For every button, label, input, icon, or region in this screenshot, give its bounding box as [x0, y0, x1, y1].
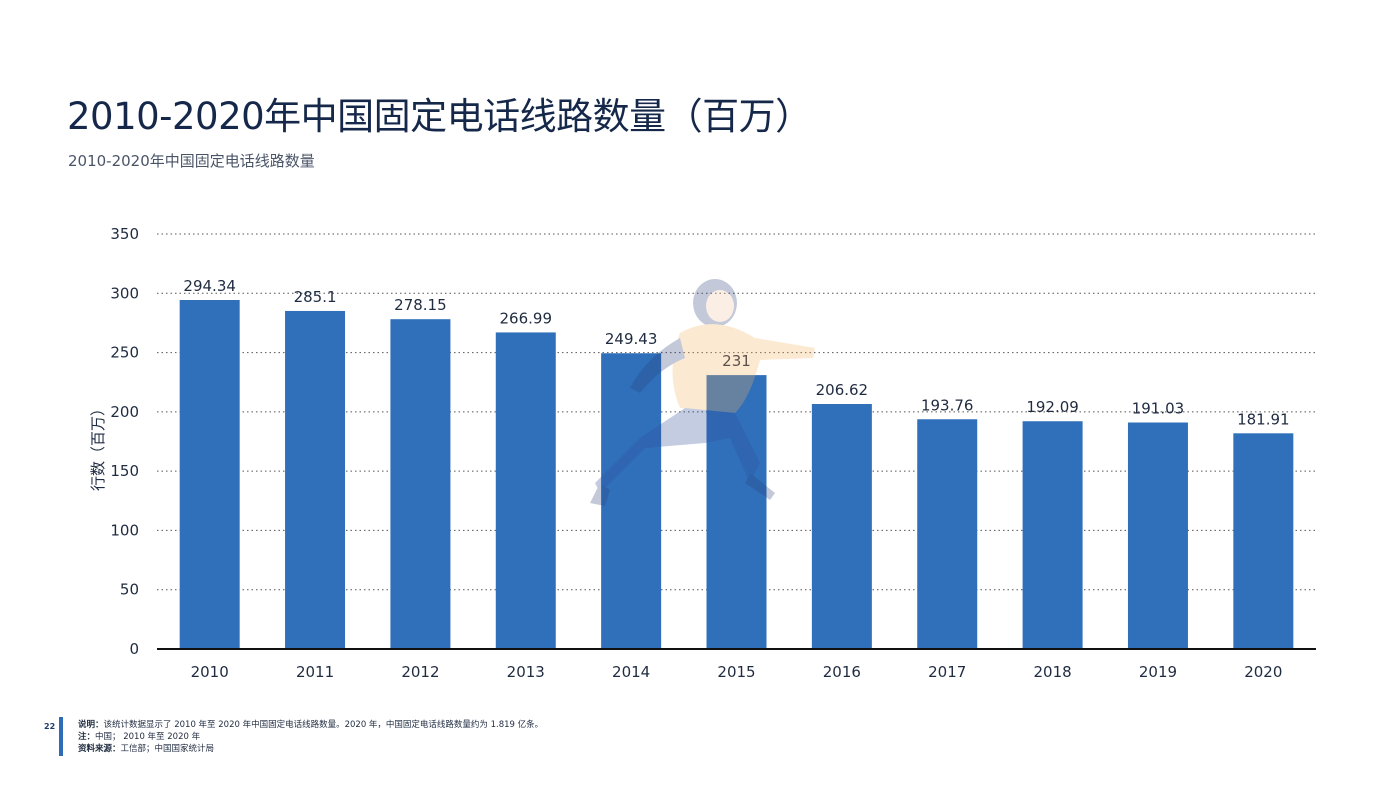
bar [390, 319, 451, 649]
page-subtitle: 2010-2020年中国固定电话线路数量 [68, 152, 315, 170]
x-tick-label: 2015 [717, 663, 755, 681]
y-tick-label: 0 [129, 640, 139, 658]
y-tick-label: 250 [110, 344, 139, 362]
source-text: 工信部；中国国家统计局 [120, 744, 215, 754]
y-tick-label: 100 [110, 521, 139, 539]
x-tick-label: 2011 [296, 663, 334, 681]
footer-description: 说明：该统计数据显示了 2010 年至 2020 年中国固定电话线路数量。202… [78, 719, 543, 731]
y-tick-label: 300 [110, 284, 139, 302]
bar [811, 404, 872, 649]
x-tick-label: 2012 [401, 663, 439, 681]
data-label: 285.1 [294, 288, 337, 306]
y-tick-label: 50 [120, 581, 139, 599]
footer-accent-bar [59, 717, 63, 756]
x-tick-label: 2014 [612, 663, 650, 681]
description-label: 说明： [78, 720, 104, 730]
footer: 22 说明：该统计数据显示了 2010 年至 2020 年中国固定电话线路数量。… [0, 714, 1400, 764]
y-tick-label: 150 [110, 462, 139, 480]
footer-source: 资料来源：工信部；中国国家统计局 [78, 743, 543, 755]
x-tick-label: 2018 [1033, 663, 1071, 681]
y-axis-label: 行数（百万） [89, 401, 107, 491]
x-tick-label: 2016 [823, 663, 861, 681]
data-label: 193.76 [921, 396, 974, 414]
bar [1127, 422, 1188, 649]
data-label: 192.09 [1026, 398, 1079, 416]
page-title: 2010-2020年中国固定电话线路数量（百万） [67, 95, 812, 138]
data-label: 266.99 [500, 309, 553, 327]
bar [1233, 433, 1294, 649]
footer-notes: 说明：该统计数据显示了 2010 年至 2020 年中国固定电话线路数量。202… [78, 719, 543, 755]
x-tick-label: 2013 [507, 663, 545, 681]
data-label: 249.43 [605, 330, 658, 348]
data-label: 278.15 [394, 296, 447, 314]
x-tick-label: 2017 [928, 663, 966, 681]
data-label: 294.34 [183, 277, 236, 295]
data-label: 191.03 [1132, 399, 1185, 417]
bar [285, 310, 346, 649]
y-tick-label: 350 [110, 225, 139, 243]
x-tick-label: 2010 [191, 663, 229, 681]
bar [495, 332, 556, 649]
y-tick-label: 200 [110, 403, 139, 421]
note-label: 注： [78, 732, 96, 742]
note-text: 中国； 2010 年至 2020 年 [95, 732, 201, 742]
bar [706, 375, 767, 649]
data-label: 181.91 [1237, 410, 1290, 428]
bar [1022, 421, 1083, 649]
footer-note: 注：中国； 2010 年至 2020 年 [78, 731, 543, 743]
data-label: 206.62 [816, 381, 869, 399]
x-tick-label: 2020 [1244, 663, 1282, 681]
bar [179, 299, 240, 649]
page-number: 22 [44, 722, 56, 731]
x-tick-label: 2019 [1139, 663, 1177, 681]
bar [601, 353, 662, 649]
bar [917, 419, 978, 649]
source-label: 资料来源： [78, 744, 121, 754]
data-label: 231 [722, 352, 751, 370]
description-text: 该统计数据显示了 2010 年至 2020 年中国固定电话线路数量。2020 年… [103, 720, 544, 730]
